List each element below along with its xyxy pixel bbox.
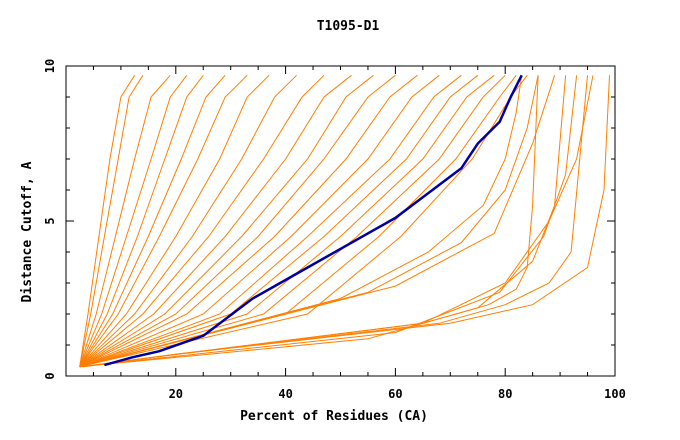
x-tick-label: 80 (498, 387, 512, 401)
model-line-27 (79, 75, 594, 368)
model-line-4 (79, 74, 188, 367)
model-line-8 (79, 74, 270, 368)
model-line-7 (79, 74, 248, 367)
chart-title: T1095-D1 (317, 19, 380, 34)
model-line-3 (79, 74, 171, 367)
model-line-16 (79, 74, 462, 368)
model-line-25 (79, 75, 567, 368)
model-line-11 (79, 74, 352, 368)
model-line-10 (79, 74, 325, 368)
highlight-layer (104, 74, 523, 367)
model-line-26 (79, 75, 578, 368)
model-line-5 (79, 74, 204, 367)
model-line-29 (82, 75, 588, 368)
model-line-14 (79, 74, 418, 368)
model-line-1 (79, 75, 136, 367)
model-line-19 (79, 74, 506, 368)
model-line-12 (79, 74, 374, 368)
model-line-13 (79, 74, 396, 368)
x-tick-label: 20 (169, 387, 183, 401)
model-line-22 (79, 75, 523, 368)
model-line-2 (79, 75, 144, 367)
model-line-24 (79, 75, 556, 368)
x-axis-label: Percent of Residues (CA) (240, 409, 428, 424)
y-axis-label: Distance Cutoff, A (20, 161, 35, 302)
x-tick-label: 40 (278, 387, 292, 401)
model-line-30 (82, 75, 610, 368)
series-layer (79, 74, 610, 368)
x-tick-label: 100 (604, 387, 626, 401)
y-tick-label: 5 (43, 217, 57, 224)
highlight-line (104, 74, 523, 367)
model-line-17 (79, 74, 479, 368)
model-line-9 (79, 74, 297, 368)
model-line-21 (79, 74, 528, 368)
y-tick-label: 0 (43, 372, 57, 379)
model-line-15 (79, 74, 440, 368)
model-line-6 (79, 74, 226, 367)
model-line-23 (79, 75, 539, 368)
tick-layer: 20 40 60 80 100 0 5 10 (43, 59, 626, 401)
y-tick-label: 10 (43, 59, 57, 73)
x-tick-label: 60 (388, 387, 402, 401)
